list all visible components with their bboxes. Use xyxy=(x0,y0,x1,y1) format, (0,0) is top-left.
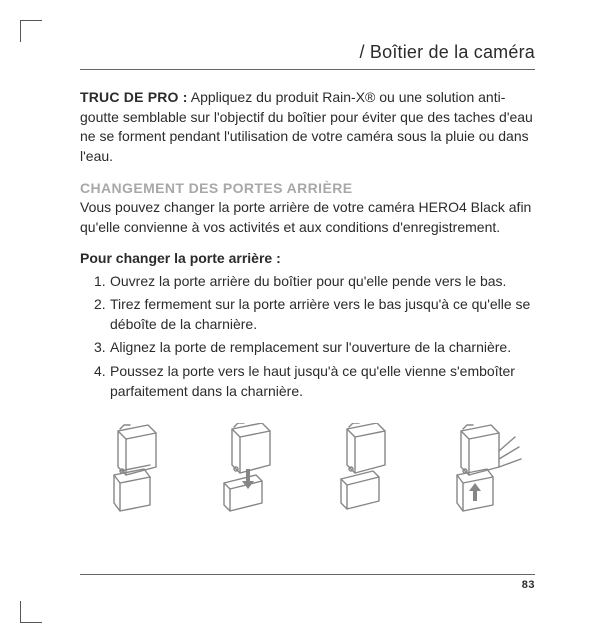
figure-step-2 xyxy=(204,423,300,515)
figure-step-4 xyxy=(433,423,529,515)
page-content: / Boîtier de la caméra TRUC DE PRO : App… xyxy=(0,0,601,557)
section-heading: CHANGEMENT DES PORTES ARRIÈRE xyxy=(80,180,535,196)
pro-tip-label: TRUC DE PRO : xyxy=(80,89,188,105)
figure-step-3 xyxy=(319,423,415,515)
list-item: Alignez la porte de remplacement sur l'o… xyxy=(94,338,535,358)
page-number: 83 xyxy=(522,579,535,591)
footer-rule xyxy=(80,574,535,575)
figure-step-1 xyxy=(90,423,186,515)
section-intro: Vous pouvez changer la porte arrière de … xyxy=(80,198,535,237)
procedure-list: Ouvrez la porte arrière du boîtier pour … xyxy=(80,272,535,402)
figure-row xyxy=(80,419,535,515)
list-item: Tirez fermement sur la porte arrière ver… xyxy=(94,295,535,334)
procedure-heading: Pour changer la porte arrière : xyxy=(80,250,535,266)
crop-mark-tl xyxy=(20,20,42,42)
list-item: Ouvrez la porte arrière du boîtier pour … xyxy=(94,272,535,292)
list-item: Poussez la porte vers le haut jusqu'à ce… xyxy=(94,362,535,401)
pro-tip-block: TRUC DE PRO : Appliquez du produit Rain-… xyxy=(80,88,535,166)
crop-mark-bl xyxy=(20,601,42,623)
breadcrumb: / Boîtier de la caméra xyxy=(80,42,535,70)
